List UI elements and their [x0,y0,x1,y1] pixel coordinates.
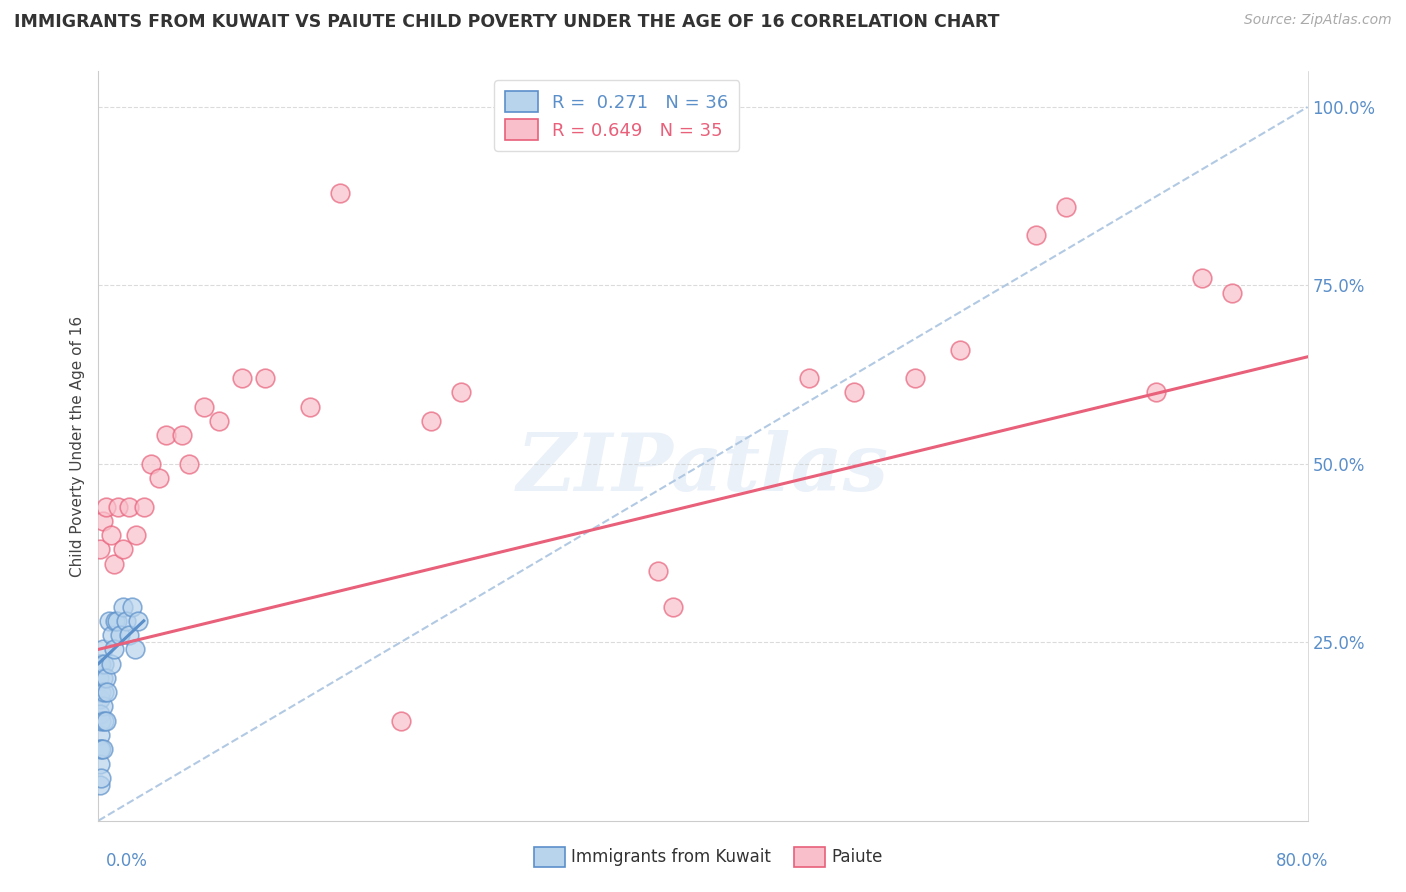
Point [103,642,125,657]
Point [98,614,121,628]
Point [91,514,114,528]
Point [1024,228,1046,243]
Point [1191,271,1213,285]
Point [661,599,683,614]
Point [111,599,134,614]
Point [420,414,443,428]
Text: 80.0%: 80.0% [1277,852,1329,870]
Text: 0.0%: 0.0% [105,852,148,870]
Point [107,500,129,514]
Point [96,685,118,699]
Point [103,557,125,571]
Point [91,671,114,685]
Text: Immigrants from Kuwait: Immigrants from Kuwait [571,848,770,866]
Point [1054,200,1077,214]
Point [89,728,111,742]
Point [93,714,115,728]
Point [208,414,231,428]
Point [231,371,253,385]
Point [179,457,201,471]
Point [1220,285,1243,300]
Point [124,642,146,657]
Point [111,542,134,557]
Point [89,692,111,706]
Point [299,400,322,414]
Point [90,657,112,671]
Point [93,685,115,699]
Point [170,428,193,442]
Point [90,771,112,785]
Text: ZIPatlas: ZIPatlas [517,430,889,508]
Point [89,542,111,557]
Point [93,657,115,671]
Point [193,400,215,414]
Text: IMMIGRANTS FROM KUWAIT VS PAIUTE CHILD POVERTY UNDER THE AGE OF 16 CORRELATION C: IMMIGRANTS FROM KUWAIT VS PAIUTE CHILD P… [14,13,1000,31]
Y-axis label: Child Poverty Under the Age of 16: Child Poverty Under the Age of 16 [69,316,84,576]
Point [132,500,155,514]
Point [89,756,111,771]
Point [141,457,163,471]
Legend: R =  0.271   N = 36, R = 0.649   N = 35: R = 0.271 N = 36, R = 0.649 N = 35 [495,80,740,151]
Point [904,371,927,385]
Point [89,671,111,685]
Point [1144,385,1167,400]
Point [105,614,128,628]
Point [797,371,820,385]
Point [389,714,412,728]
Point [100,528,122,542]
Point [125,528,148,542]
Point [127,614,149,628]
Point [329,186,352,200]
Point [104,614,127,628]
Point [89,706,111,721]
Point [89,778,111,792]
Point [94,500,117,514]
Point [155,428,177,442]
Point [100,657,122,671]
Point [94,714,117,728]
Text: Paiute: Paiute [831,848,883,866]
Point [108,628,131,642]
Point [114,614,136,628]
Point [148,471,170,485]
Point [90,714,112,728]
Point [949,343,972,357]
Point [121,599,143,614]
Point [89,657,111,671]
Point [91,699,114,714]
Point [90,742,112,756]
Point [94,671,117,685]
Point [844,385,866,400]
Point [91,742,114,756]
Point [118,628,141,642]
Point [647,564,669,578]
Point [89,742,111,756]
Point [90,685,112,699]
Text: Source: ZipAtlas.com: Source: ZipAtlas.com [1244,13,1392,28]
Point [450,385,472,400]
Point [253,371,276,385]
Point [91,642,114,657]
Point [118,500,141,514]
Point [101,628,124,642]
